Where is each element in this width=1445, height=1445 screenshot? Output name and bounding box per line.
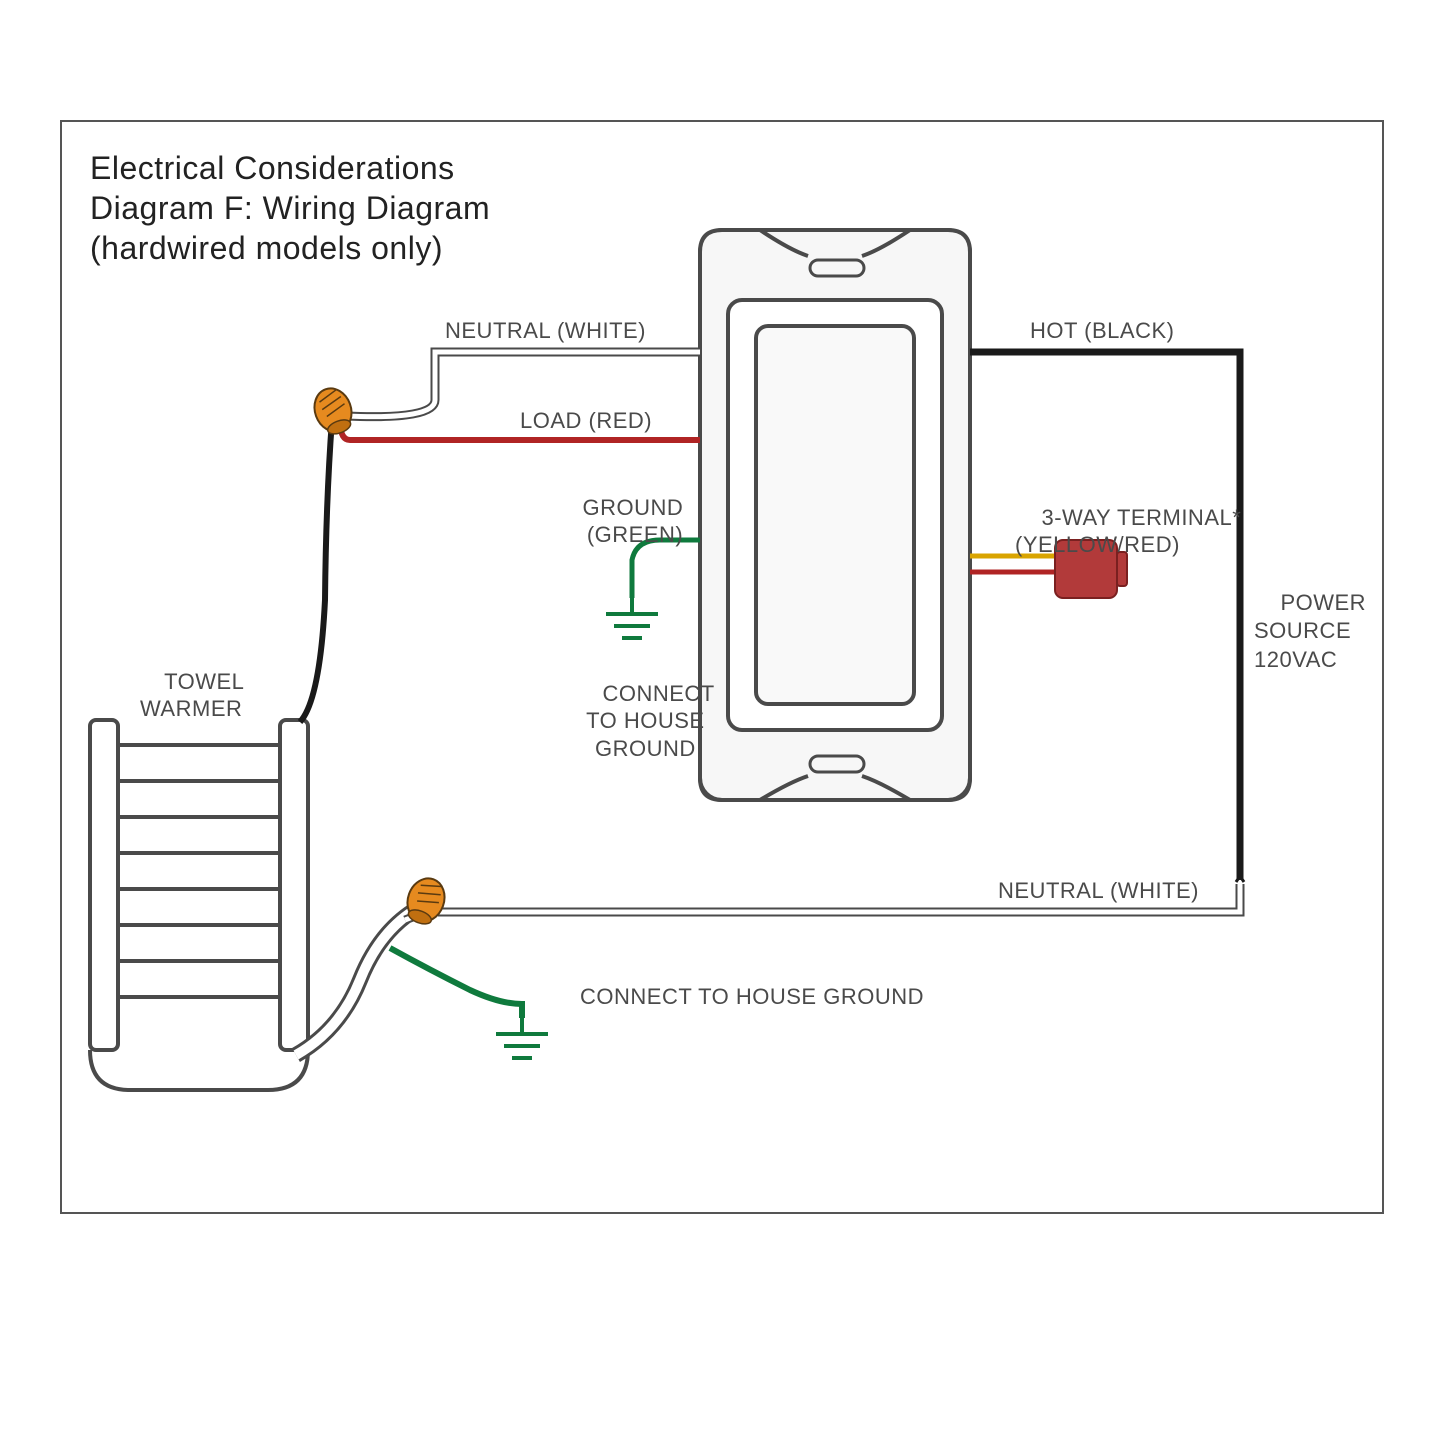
wire-neutral-top-inner bbox=[346, 352, 700, 417]
label-hot-black: HOT (BLACK) bbox=[1030, 318, 1174, 344]
label-neutral-top: NEUTRAL (WHITE) bbox=[445, 318, 646, 344]
label-power-source: POWER SOURCE 120VAC bbox=[1254, 560, 1366, 703]
label-connect-ground-top: CONNECT TO HOUSE GROUND bbox=[576, 652, 715, 790]
wire-neutral-top-outer bbox=[346, 352, 700, 417]
wire-nut-top bbox=[309, 383, 358, 437]
label-load-red: LOAD (RED) bbox=[520, 408, 652, 434]
wire-ground-bottom bbox=[390, 948, 522, 1018]
ground-symbol-top bbox=[606, 598, 658, 638]
diagram-canvas: Electrical Considerations Diagram F: Wir… bbox=[0, 0, 1445, 1445]
wire-hot-black bbox=[970, 352, 1240, 880]
wire-towel-black bbox=[300, 420, 332, 722]
switch-device bbox=[700, 230, 970, 800]
label-connect-ground-bottom: CONNECT TO HOUSE GROUND bbox=[580, 984, 924, 1010]
label-neutral-bottom: NEUTRAL (WHITE) bbox=[998, 878, 1199, 904]
label-three-way: 3-WAY TERMINAL* (YELLOW/RED) bbox=[1015, 476, 1241, 586]
label-ground-green: GROUND (GREEN) bbox=[556, 466, 683, 576]
towel-warmer bbox=[90, 720, 308, 1090]
ground-symbol-bottom bbox=[496, 1018, 548, 1058]
label-towel-warmer: TOWEL WARMER bbox=[138, 640, 244, 750]
